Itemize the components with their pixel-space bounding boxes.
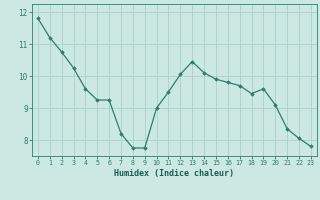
X-axis label: Humidex (Indice chaleur): Humidex (Indice chaleur): [115, 169, 234, 178]
